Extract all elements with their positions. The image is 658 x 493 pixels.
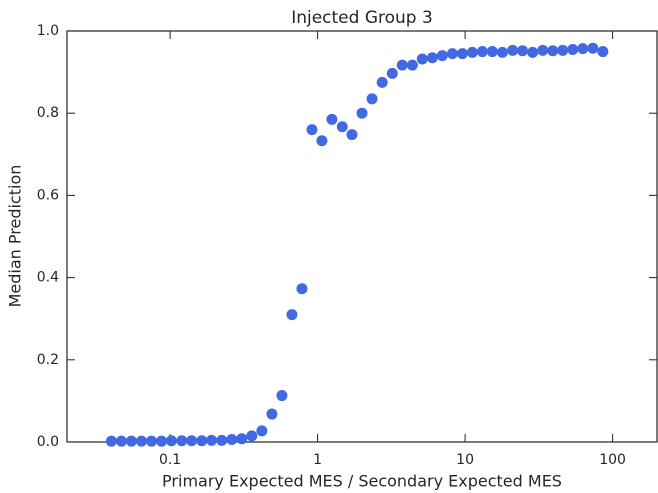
point: [476, 46, 488, 58]
point: [125, 435, 137, 447]
point: [165, 435, 177, 447]
point: [577, 43, 589, 55]
point: [266, 408, 278, 420]
point: [567, 43, 579, 55]
point: [396, 59, 408, 71]
point: [196, 435, 208, 447]
point: [226, 434, 238, 446]
point: [276, 390, 288, 402]
y-tick-label: 0.8: [37, 105, 59, 121]
point: [176, 435, 188, 447]
point: [507, 44, 519, 56]
point: [456, 48, 468, 60]
point: [156, 435, 168, 447]
point: [446, 48, 458, 60]
point: [386, 67, 398, 79]
point: [346, 129, 358, 141]
point: [186, 435, 198, 447]
point: [527, 46, 539, 58]
x-tick-label: 10: [456, 452, 474, 468]
x-tick-label: 0.1: [159, 452, 181, 468]
point: [256, 425, 268, 437]
point: [587, 42, 599, 54]
point: [496, 46, 508, 58]
point: [537, 44, 549, 56]
point: [316, 135, 328, 147]
x-axis-label: Primary Expected MES / Secondary Expecte…: [162, 472, 562, 491]
point: [145, 435, 157, 447]
point: [105, 435, 117, 447]
plot-frame: [66, 30, 658, 443]
y-tick-label: 0.4: [37, 270, 59, 286]
point: [547, 45, 559, 57]
x-tick-label: 100: [599, 452, 626, 468]
point: [406, 59, 418, 71]
point: [216, 434, 228, 446]
point: [426, 52, 438, 64]
y-axis-label: Median Prediction: [6, 165, 25, 308]
point: [486, 46, 498, 58]
point: [376, 76, 388, 88]
point: [336, 121, 348, 133]
point: [296, 283, 308, 295]
point: [557, 44, 569, 56]
point: [597, 46, 609, 58]
y-tick-label: 0.0: [37, 434, 59, 450]
point: [306, 124, 318, 136]
point: [366, 93, 378, 105]
point: [136, 435, 148, 447]
point: [206, 434, 218, 446]
y-tick-label: 1.0: [37, 23, 59, 39]
y-tick-label: 0.6: [37, 187, 59, 203]
point: [466, 46, 478, 58]
point: [326, 113, 338, 125]
chart-title: Injected Group 3: [291, 8, 433, 28]
point: [436, 50, 448, 62]
point: [115, 435, 127, 447]
y-tick-label: 0.2: [37, 352, 59, 368]
point: [236, 433, 248, 445]
x-tick-label: 1: [313, 452, 322, 468]
point: [246, 430, 258, 442]
point: [286, 309, 298, 321]
point: [416, 53, 428, 65]
point: [356, 107, 368, 119]
point: [517, 45, 529, 57]
